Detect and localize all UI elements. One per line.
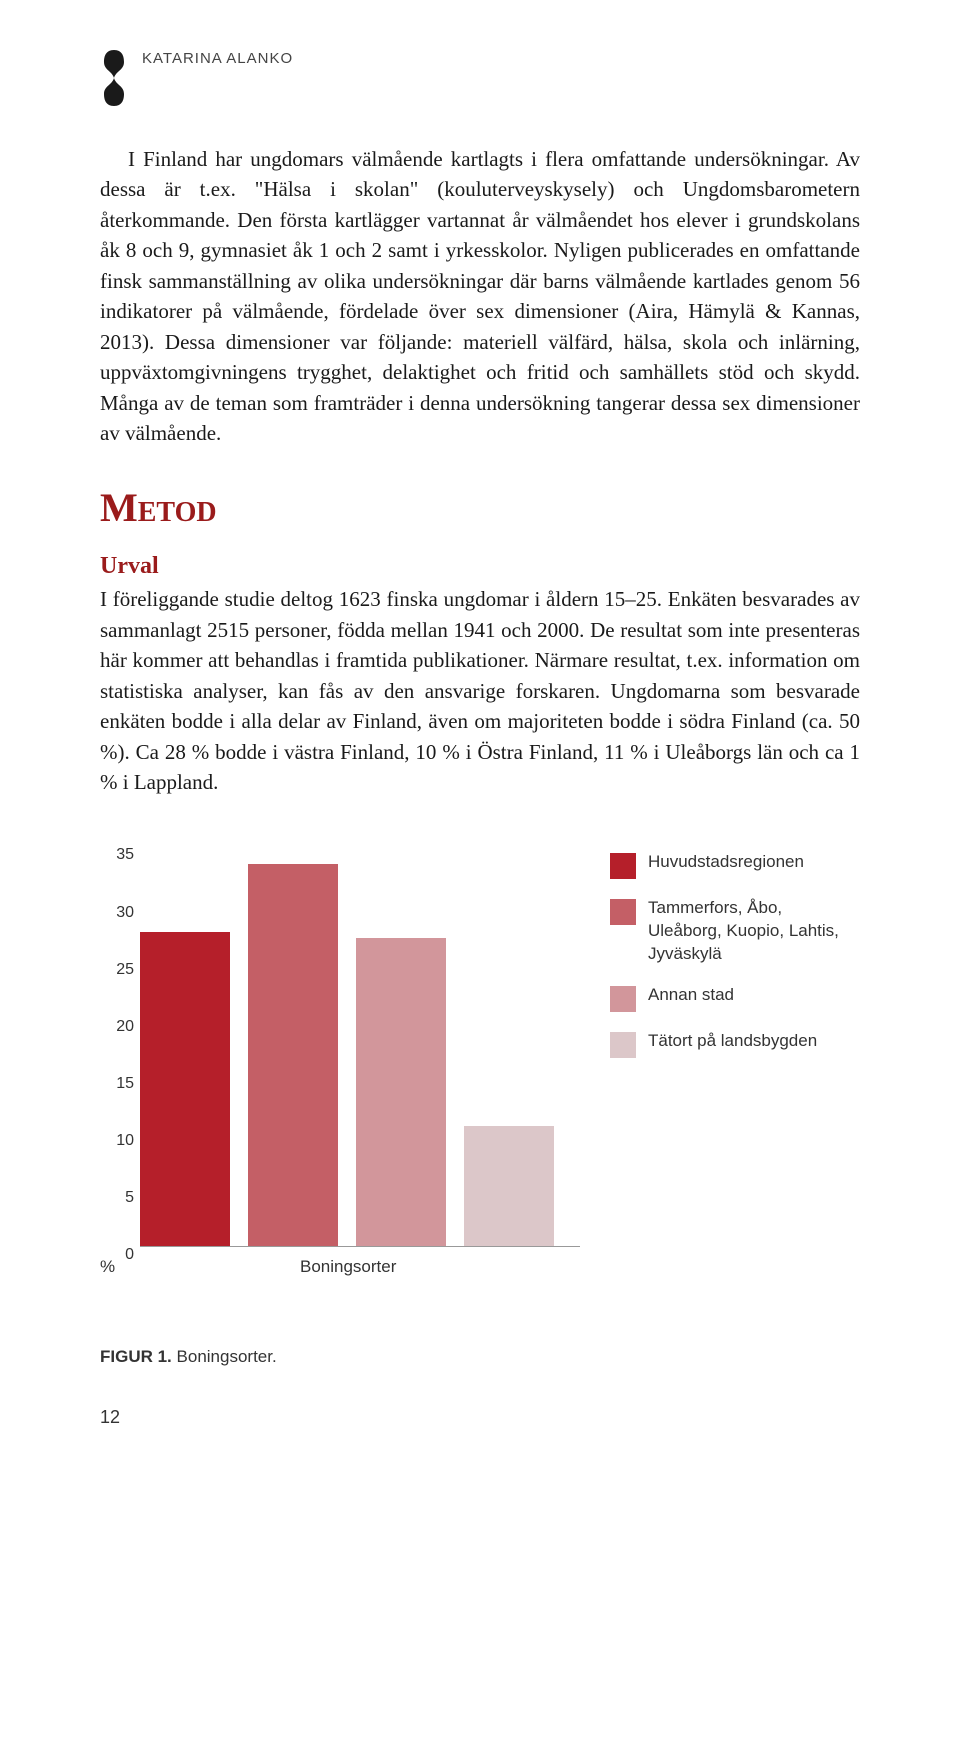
bar <box>248 864 338 1247</box>
x-axis-label: Boningsorter <box>300 1257 396 1277</box>
y-axis: 05101520253035 <box>100 847 140 1247</box>
bar <box>140 932 230 1246</box>
legend-swatch <box>610 1032 636 1058</box>
legend-item: Tätort på landsbygden <box>610 1030 860 1058</box>
body-paragraph-1: I Finland har ungdomars välmående kartla… <box>100 144 860 448</box>
bar <box>464 1126 554 1246</box>
figure-1: 0 5 10 15 20 25 30 35 % Boningsorter Huvudstads… <box>100 847 860 1307</box>
y-tick: 0 <box>125 1246 134 1264</box>
plot-area <box>140 847 580 1247</box>
legend-label: Annan stad <box>648 984 734 1007</box>
logo-icon <box>100 48 128 108</box>
y-tick: 10 <box>116 1132 134 1150</box>
legend-swatch <box>610 986 636 1012</box>
legend: Huvudstadsregionen Tammerfors, Åbo, Uleåb… <box>610 847 860 1076</box>
page-number: 12 <box>100 1407 860 1428</box>
author-name: KATARINA ALANKO <box>142 48 293 67</box>
page: KATARINA ALANKO I Finland har ungdomars … <box>0 0 960 1488</box>
figure-caption-bold: FIGUR 1. <box>100 1347 172 1366</box>
y-tick: 20 <box>116 1018 134 1036</box>
page-header: KATARINA ALANKO <box>100 48 860 108</box>
legend-label: Huvudstadsregionen <box>648 851 804 874</box>
y-tick: 25 <box>116 961 134 979</box>
subsection-title: Urval <box>100 553 860 580</box>
bar <box>356 938 446 1247</box>
legend-swatch <box>610 853 636 879</box>
y-tick: 35 <box>116 846 134 864</box>
legend-item: Tammerfors, Åbo, Uleåborg, Kuopio, Lahti… <box>610 897 860 966</box>
y-tick: 30 <box>116 904 134 922</box>
legend-item: Annan stad <box>610 984 860 1012</box>
legend-label: Tätort på landsbygden <box>648 1030 817 1053</box>
section-title: Metod <box>100 484 860 531</box>
y-tick: 15 <box>116 1075 134 1093</box>
legend-swatch <box>610 899 636 925</box>
x-unit-label: % <box>100 1257 115 1277</box>
bar-chart: 0 5 10 15 20 25 30 35 % Boningsorter <box>100 847 580 1307</box>
figure-caption: FIGUR 1. Boningsorter. <box>100 1347 860 1367</box>
legend-item: Huvudstadsregionen <box>610 851 860 879</box>
body-paragraph-2: I föreliggande studie deltog 1623 finska… <box>100 584 860 797</box>
figure-caption-text: Boningsorter. <box>172 1347 277 1366</box>
legend-label: Tammerfors, Åbo, Uleåborg, Kuopio, Lahti… <box>648 897 860 966</box>
y-tick: 5 <box>125 1189 134 1207</box>
